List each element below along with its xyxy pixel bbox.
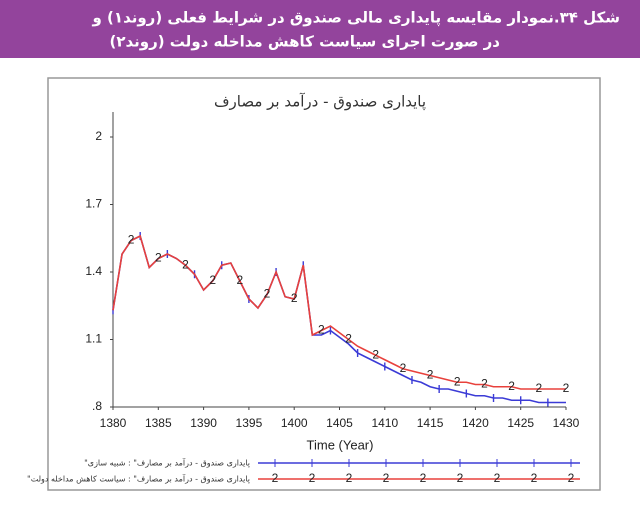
- series-marker: 2: [535, 381, 542, 395]
- series-marker: 2: [155, 251, 162, 265]
- series-marker: 2: [318, 323, 325, 337]
- series-marker: 2: [128, 233, 135, 247]
- header-title: در صورت اجرای سیاست کاهش مداخله دولت (رو…: [109, 33, 500, 51]
- series-marker: 2: [264, 287, 271, 301]
- series-marker: 2: [400, 361, 407, 375]
- series-marker: 2: [291, 291, 298, 305]
- x-tick-label: 1400: [281, 416, 308, 430]
- chart-frame: [47, 77, 601, 491]
- header-title: شکل ۳۴.نمودار مقایسه پایداری مالی صندوق …: [92, 9, 621, 28]
- x-tick-label: 1385: [145, 416, 172, 430]
- legend-marker: 2: [272, 471, 279, 485]
- y-tick-label: 1.4: [85, 264, 102, 278]
- legend-marker: 2: [346, 471, 353, 485]
- series-marker: 2: [236, 273, 243, 287]
- x-tick-label: 1405: [326, 416, 353, 430]
- series-marker: 2: [481, 377, 488, 391]
- legend-marker: 2: [383, 471, 390, 485]
- legend-marker: 2: [309, 471, 316, 485]
- x-tick-label: 1420: [462, 416, 489, 430]
- x-tick-label: 1415: [417, 416, 444, 430]
- series-marker: 2: [209, 273, 216, 287]
- x-tick-label: 1410: [371, 416, 398, 430]
- legend-label: پایداری صندوق - درآمد بر مصارف" : سیاست …: [27, 474, 250, 484]
- y-tick-label: 2: [95, 129, 102, 143]
- legend-marker: 2: [494, 471, 501, 485]
- chart-title: پایداری صندوق - درآمد بر مصارف: [214, 93, 426, 112]
- x-tick-label: 1430: [553, 416, 580, 430]
- header-band: [0, 0, 640, 58]
- series-marker: 2: [563, 381, 570, 395]
- series-marker: 2: [345, 332, 352, 346]
- y-tick-label: .8: [92, 399, 102, 413]
- legend-marker: 2: [457, 471, 464, 485]
- legend-label: پایداری صندوق - درآمد بر مصارف" : شبیه س…: [84, 458, 250, 468]
- x-tick-label: 1380: [100, 416, 127, 430]
- legend-marker: 2: [420, 471, 427, 485]
- y-tick-label: 1.1: [85, 332, 102, 346]
- series-marker: 2: [427, 368, 434, 382]
- series-marker: 2: [454, 374, 461, 388]
- x-tick-label: 1390: [190, 416, 217, 430]
- x-tick-label: 1395: [236, 416, 263, 430]
- series-line: [112, 234, 566, 390]
- legend-marker: 2: [531, 471, 538, 485]
- x-tick-label: 1425: [507, 416, 534, 430]
- y-tick-label: 1.7: [85, 197, 102, 211]
- legend-marker: 2: [568, 471, 575, 485]
- series-marker: 2: [372, 347, 379, 361]
- series-marker: 2: [182, 257, 189, 271]
- x-axis-label: Time (Year): [307, 437, 374, 452]
- series-marker: 2: [508, 379, 515, 393]
